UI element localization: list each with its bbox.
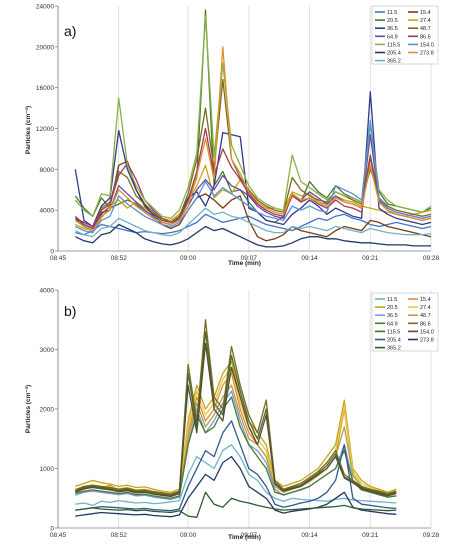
legend-label: 86.6 (420, 321, 431, 327)
x-tick-label: 08:52 (111, 255, 128, 262)
series-line (74, 133, 432, 230)
x-tick-label: 09:28 (423, 532, 440, 539)
legend: 11.5 15.4 20.5 27.4 36.5 48.7 64.9 86.6 115.5 154… (371, 292, 439, 352)
series-line (75, 396, 397, 499)
legend-label: 48.7 (420, 26, 431, 32)
legend-label: 64.9 (387, 321, 398, 327)
legend-label: 36.5 (387, 313, 398, 319)
series-line (74, 46, 432, 232)
legend-label: 365.2 (387, 346, 401, 352)
legend-label: 64.9 (387, 34, 398, 40)
legend-label: 27.4 (420, 305, 431, 311)
legend-label: 115.5 (387, 42, 400, 48)
legend-label: 11.5 (387, 297, 397, 303)
legend: 11.5 15.4 20.5 27.4 36.5 48.7 64.9 86.6 115.5 154… (371, 5, 439, 65)
legend-label: 15.4 (420, 297, 431, 303)
panel-label: b) (64, 303, 76, 319)
y-tick-label: 12000 (36, 126, 54, 133)
y-axis-label: Particles (cm⁻³) (25, 385, 32, 433)
series-line (75, 360, 397, 493)
legend-label: 273.8 (420, 338, 434, 344)
y-tick-label: 24000 (36, 4, 54, 11)
legend-box (371, 5, 439, 65)
legend-label: 115.5 (387, 329, 400, 335)
x-axis-label: Time (min) (228, 260, 261, 267)
y-tick-label: 20000 (36, 44, 54, 51)
legend-label: 365.2 (387, 59, 401, 65)
legend-label: 36.5 (387, 26, 398, 32)
series-line (75, 119, 432, 234)
y-tick-label: 4000 (40, 208, 55, 215)
series-line (75, 420, 397, 512)
legend-label: 154.0 (420, 42, 434, 48)
series-line (75, 455, 397, 518)
legend-label: 11.5 (387, 10, 397, 16)
y-tick-label: 4000 (40, 288, 55, 295)
y-tick-label: 3000 (40, 347, 55, 354)
legend-label: 273.8 (420, 51, 434, 57)
y-tick-label: 0 (50, 526, 54, 533)
series-line (75, 319, 397, 495)
x-tick-label: 08:45 (50, 532, 67, 539)
legend-label: 86.6 (420, 34, 431, 40)
x-tick-label: 09:14 (301, 532, 318, 539)
legend-label: 205.4 (387, 51, 401, 57)
legend-label: 20.5 (387, 305, 398, 311)
x-tick-label: 08:52 (111, 532, 128, 539)
chart-panel-b: 08:45 08:52 09:00 09:07 09:14 09:21 09:28 0 1000… (25, 288, 440, 542)
x-tick-label: 09:21 (362, 532, 379, 539)
y-tick-label: 0 (50, 249, 54, 256)
legend-label: 20.5 (387, 18, 398, 24)
series-line (75, 444, 397, 507)
chart-panel-a: 08:45 08:52 09:00 09:07 09:14 09:21 09:28 0 4000… (25, 4, 440, 268)
legend-label: 205.4 (387, 338, 401, 344)
x-tick-label: 09:07 (241, 255, 258, 262)
x-tick-label: 09:00 (180, 255, 197, 262)
x-tick-label: 08:45 (50, 255, 67, 262)
series-line (75, 491, 397, 518)
series-line (74, 91, 432, 228)
y-tick-label: 8000 (40, 167, 55, 174)
y-axis-label: Particles (cm⁻³) (25, 106, 32, 154)
y-tick-label: 2000 (40, 407, 55, 414)
x-tick-label: 09:14 (301, 255, 318, 262)
x-tick-label: 09:28 (423, 255, 440, 262)
series-line (75, 342, 397, 498)
panel-label: a) (64, 23, 76, 39)
x-tick-label: 09:07 (241, 532, 258, 539)
x-axis-label: Time (min) (228, 534, 261, 541)
legend-label: 27.4 (420, 18, 431, 24)
x-tick-label: 09:21 (362, 255, 379, 262)
series-line (75, 127, 432, 228)
series-line (75, 223, 431, 248)
y-tick-label: 16000 (36, 85, 54, 92)
legend-box (371, 292, 439, 352)
series-line (75, 207, 432, 238)
legend-label: 48.7 (420, 313, 431, 319)
x-tick-label: 09:00 (180, 532, 197, 539)
legend-label: 154.0 (420, 329, 434, 335)
series-line (75, 366, 397, 495)
y-tick-label: 1000 (40, 466, 55, 473)
legend-label: 15.4 (420, 10, 431, 16)
